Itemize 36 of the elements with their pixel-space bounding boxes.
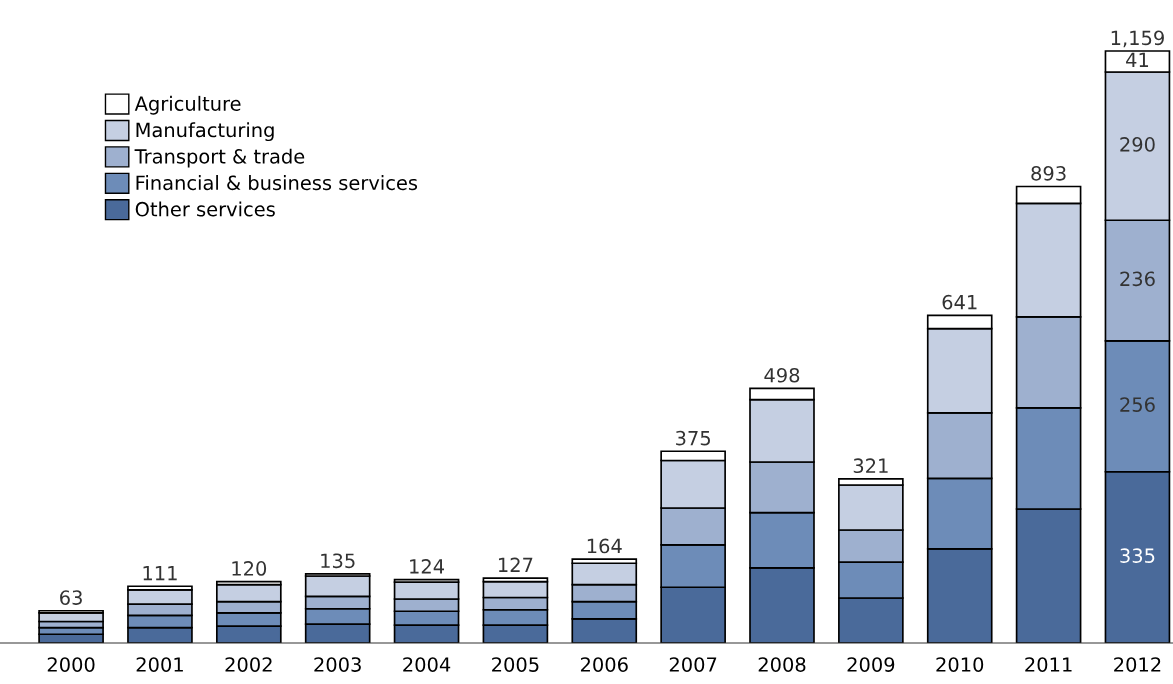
total-label: 375	[676, 430, 710, 446]
total-label: 1,159	[1111, 30, 1164, 48]
x-tick-label: 2001	[136, 657, 183, 672]
total-label: 127	[498, 557, 533, 572]
legend-label: Manufacturing	[136, 122, 274, 142]
total-label: 498	[764, 367, 800, 383]
total-label: 63	[60, 590, 82, 605]
legend-label: Agriculture	[134, 95, 241, 115]
total-label: 124	[410, 559, 445, 574]
x-tick-label: 2004	[403, 657, 451, 672]
x-tick-label: 2007	[669, 657, 717, 672]
x-tick-label: 2010	[936, 657, 984, 672]
total-label: 135	[321, 553, 355, 569]
x-tick-label: 2006	[580, 657, 628, 672]
x-tick-label: 2000	[47, 657, 95, 672]
data-label: 290	[1120, 137, 1155, 152]
data-label: 335	[1120, 548, 1155, 563]
total-label: 893	[1031, 165, 1066, 181]
data-label: 41	[1126, 52, 1149, 67]
total-label: 164	[587, 538, 622, 554]
x-tick-label: 2009	[847, 657, 895, 672]
x-tick-label: 2012	[1114, 657, 1161, 672]
x-tick-label: 2005	[492, 657, 539, 672]
x-tick-label: 2011	[1025, 657, 1072, 672]
total-label: 120	[232, 561, 267, 576]
data-label: 236	[1120, 271, 1155, 287]
x-tick-label: 2008	[758, 657, 806, 672]
x-tick-label: 2003	[314, 657, 361, 672]
x-tick-label: 2002	[225, 657, 272, 672]
total-label: 321	[853, 458, 888, 474]
legend-label: Other services	[135, 201, 275, 217]
total-label: 111	[143, 565, 177, 581]
total-label: 641	[942, 294, 977, 310]
legend-label: Financial & business services	[136, 175, 418, 191]
legend-label: Transport & trade	[134, 148, 305, 168]
data-label: 256	[1120, 397, 1155, 412]
